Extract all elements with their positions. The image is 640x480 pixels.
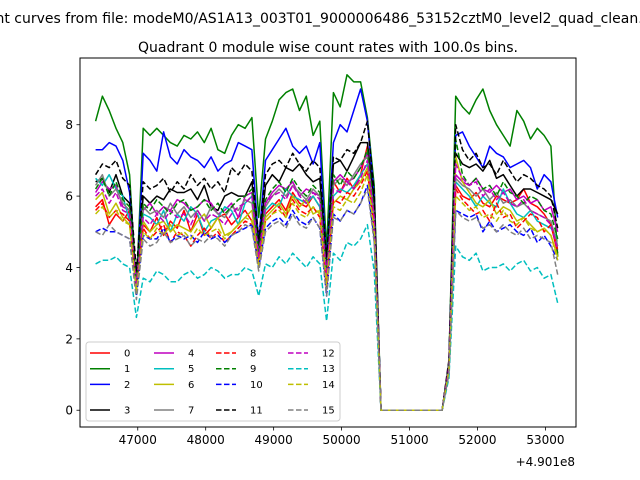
legend-label-1: 1: [124, 364, 130, 375]
x-tick-label: 49000: [255, 433, 293, 447]
series-5-line: [95, 163, 559, 411]
legend-label-11: 11: [250, 406, 263, 417]
axes-title: Quadrant 0 module wise count rates with …: [138, 40, 518, 56]
legend-label-8: 8: [250, 349, 256, 360]
legend-label-15: 15: [322, 406, 335, 417]
legend-label-7: 7: [188, 406, 194, 417]
legend-label-4: 4: [188, 349, 194, 360]
series-9-line: [94, 138, 559, 411]
legend-label-9: 9: [250, 364, 256, 375]
legend-label-2: 2: [124, 380, 130, 391]
x-offset-label: +4.901e8: [516, 455, 575, 469]
x-tick-label: 48000: [187, 433, 225, 447]
series-11-line: [94, 120, 559, 411]
y-tick-label: 6: [65, 190, 73, 204]
plot-frame: [79, 57, 577, 428]
legend-label-6: 6: [188, 380, 194, 391]
x-tick-label: 52000: [458, 433, 496, 447]
tick-layer: 47000 48000 49000 50000 51000 52000 53000 0 2 4 6 8: [65, 118, 564, 447]
series-2-line: [95, 88, 559, 411]
y-tick-label: 2: [65, 332, 73, 346]
x-tick-label: 53000: [526, 433, 564, 447]
y-tick-label: 0: [65, 404, 73, 418]
series-3-line: [95, 141, 559, 411]
legend-label-0: 0: [124, 349, 130, 360]
series-0-line: [95, 145, 559, 411]
legend-label-3: 3: [124, 406, 130, 417]
legend-label-5: 5: [188, 364, 194, 375]
x-tick-label: 51000: [390, 433, 428, 447]
series-7-line: [94, 156, 559, 411]
series-15-line: [95, 188, 559, 411]
series-12-line: [95, 159, 559, 411]
x-tick-label: 50000: [322, 433, 360, 447]
legend-label-13: 13: [322, 364, 335, 375]
series-13-line: [95, 223, 559, 411]
legend-label-10: 10: [250, 380, 263, 391]
y-tick-label: 8: [65, 118, 73, 132]
legend-label-14: 14: [322, 380, 335, 391]
x-tick-label: 47000: [119, 433, 157, 447]
legend-box: [85, 341, 341, 422]
series-8-line: [95, 170, 559, 411]
y-tick-label: 4: [65, 261, 73, 275]
figure-suptitle: Light curves from file: modeM0/AS1A13_00…: [0, 11, 640, 27]
series-layer: [94, 74, 559, 411]
legend-label-12: 12: [322, 349, 335, 360]
